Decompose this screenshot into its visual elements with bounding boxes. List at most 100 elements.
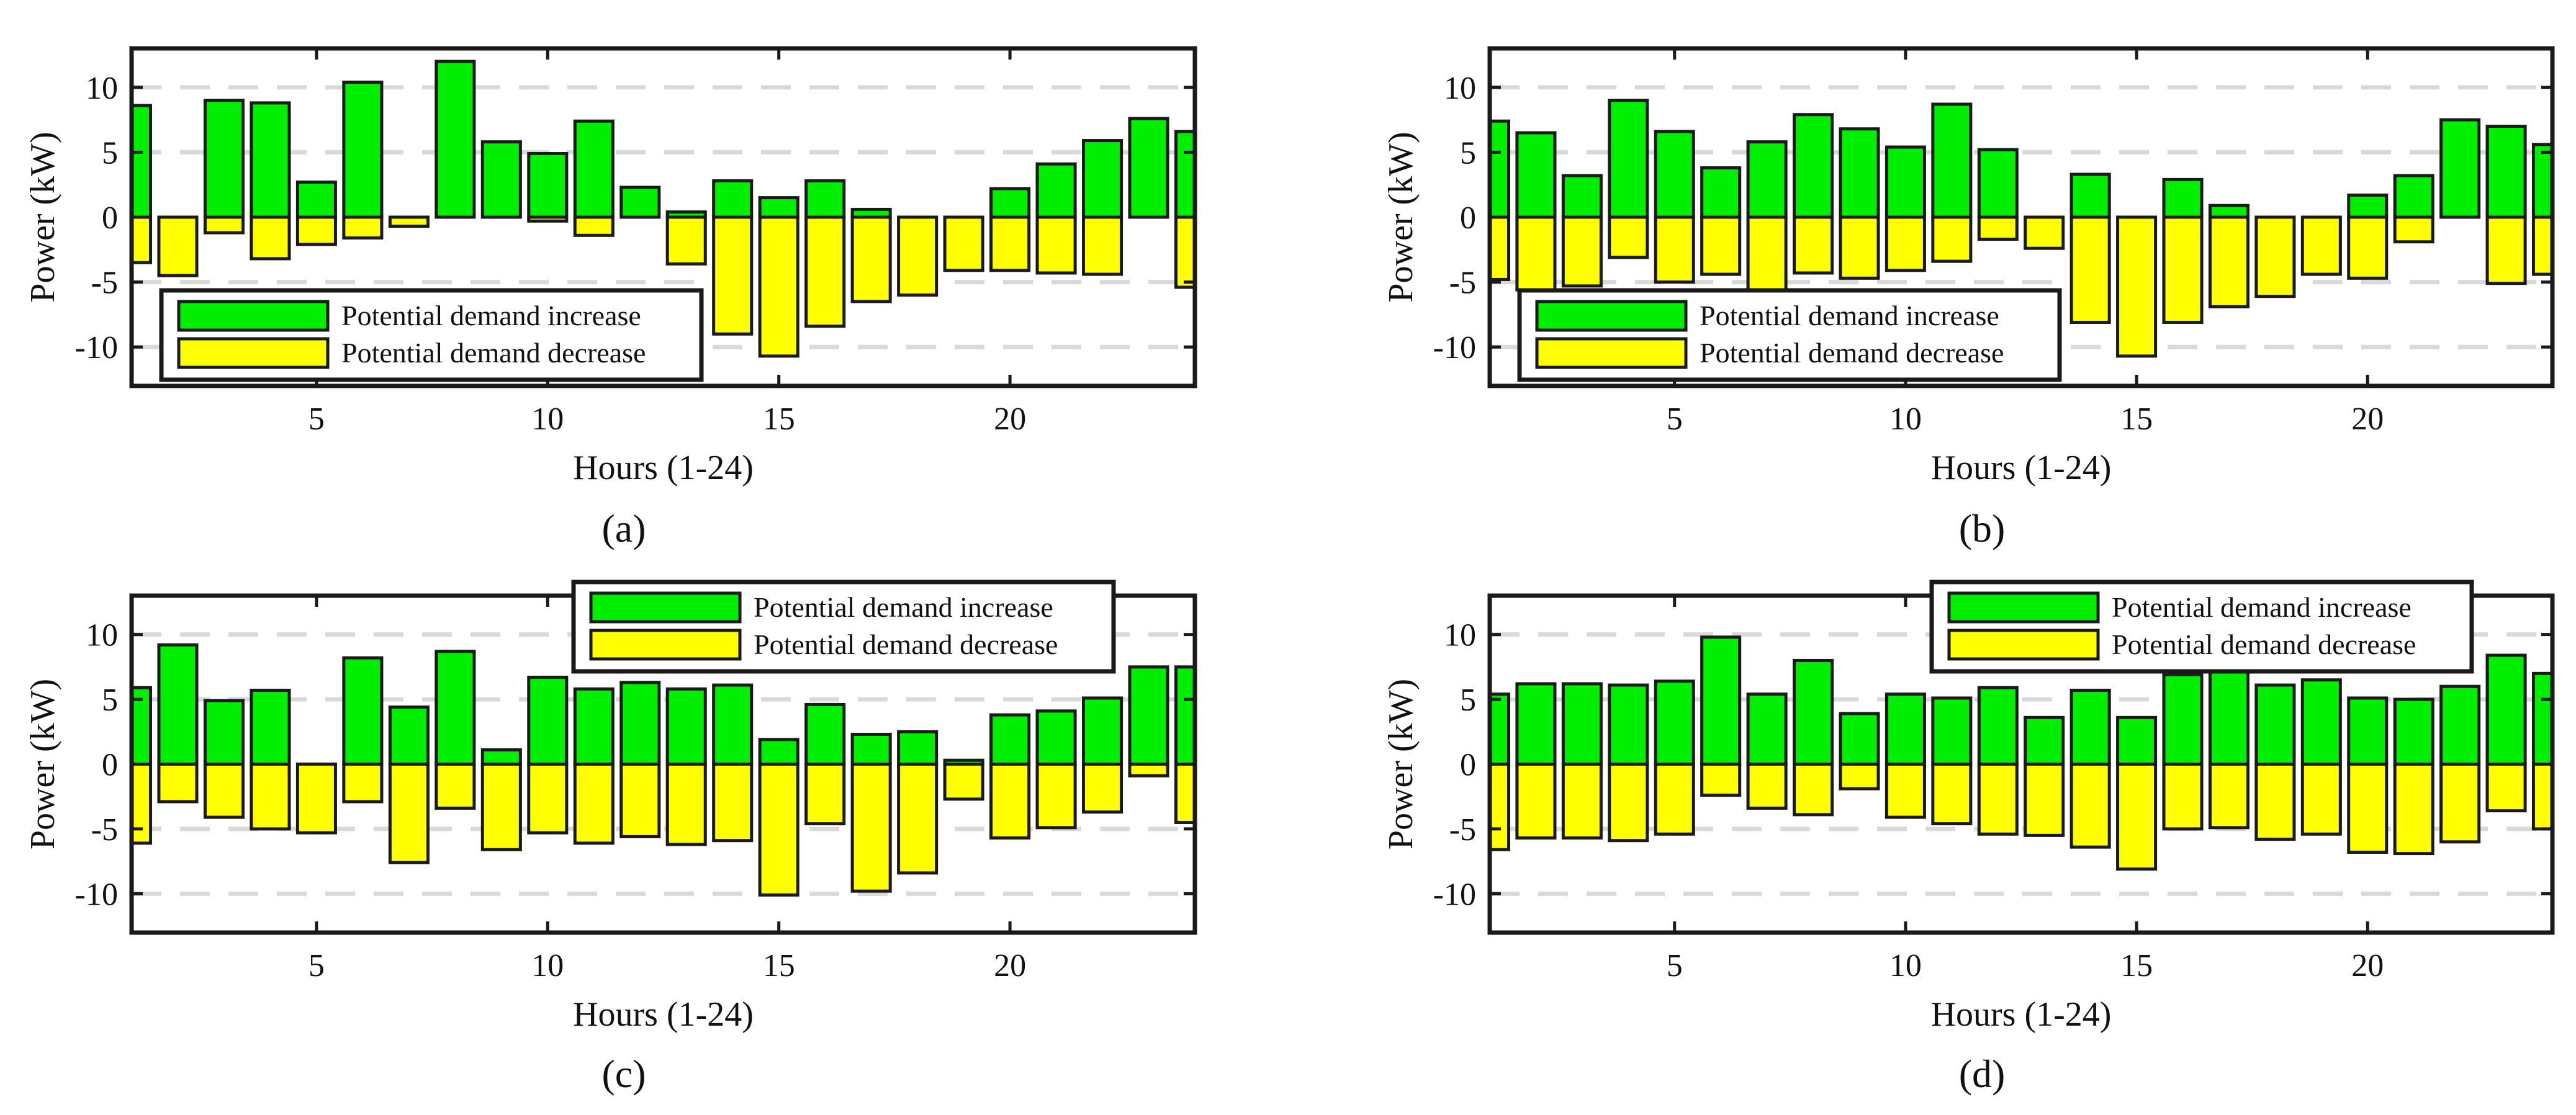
bar-increase-hour-4 [250, 101, 291, 219]
bar-increase-hour-9 [480, 140, 522, 219]
bar-increase-hour-16 [804, 179, 846, 219]
bar-decrease-hour-5 [295, 763, 337, 835]
bar-increase-hour-5 [1654, 130, 1695, 219]
chart-c: -10 -5 0 5 10 5 10 15 20 Hours (1-24) Power (kW) Po… [24, 580, 1197, 1096]
bar-decrease-hour-18 [897, 215, 939, 297]
bar-increase-hour-8 [435, 650, 476, 766]
bar-increase-hour-18 [897, 730, 939, 766]
bar-increase-hour-16 [2162, 177, 2204, 219]
bar-decrease-hour-3 [1561, 763, 1603, 840]
y-tick-label: -10 [1433, 877, 1476, 912]
bar-decrease-hour-10 [527, 763, 569, 835]
legend-label-increase: Potential demand increase [1700, 300, 1999, 331]
bar-increase-hour-8 [1793, 658, 1834, 766]
bar-decrease-hour-20 [989, 763, 1031, 840]
bar-increase-hour-11 [1931, 696, 1973, 766]
x-axis-label: Hours (1-24) [573, 995, 754, 1034]
legend-label-increase: Potential demand increase [2112, 591, 2412, 623]
bar-increase-hour-7 [388, 705, 430, 766]
bar-increase-hour-11 [573, 119, 615, 219]
bar-decrease-hour-20 [989, 215, 1031, 272]
bar-decrease-hour-23 [1128, 763, 1169, 777]
bar-decrease-hour-5 [295, 215, 337, 246]
bar-decrease-hour-2 [157, 215, 199, 277]
bar-decrease-hour-6 [342, 763, 384, 804]
bar-increase-hour-2 [1515, 682, 1557, 766]
bar-increase-hour-16 [804, 702, 846, 766]
bar-decrease-hour-18 [897, 763, 939, 875]
y-tick-label: -10 [1433, 330, 1476, 365]
x-tick-label: 10 [531, 948, 564, 983]
bars-b [1490, 99, 2552, 358]
bar-decrease-hour-11 [573, 763, 615, 845]
y-tick-label: 5 [102, 683, 118, 718]
legend-swatch-decrease [1947, 629, 2100, 661]
bar-decrease-hour-7 [1746, 215, 1788, 300]
bar-decrease-hour-1 [132, 215, 153, 264]
bar-increase-hour-10 [1885, 145, 1926, 219]
bar-decrease-hour-21 [1035, 215, 1077, 275]
legend-swatch-decrease [589, 629, 742, 661]
bar-decrease-hour-21 [2393, 215, 2434, 244]
bar-decrease-hour-7 [388, 763, 430, 864]
bars-d [1490, 635, 2552, 871]
bar-increase-hour-11 [1931, 102, 1973, 219]
bar-decrease-hour-16 [2162, 763, 2204, 831]
bar-decrease-hour-17 [2208, 763, 2249, 830]
bar-increase-hour-15 [758, 738, 799, 766]
bar-decrease-hour-22 [2439, 763, 2481, 844]
bar-increase-hour-4 [1608, 683, 1649, 766]
bar-decrease-hour-11 [573, 215, 615, 237]
bar-decrease-hour-13 [665, 215, 707, 266]
y-axis-label: Power (kW) [1382, 679, 1420, 849]
bar-decrease-hour-23 [2485, 763, 2527, 813]
y-tick-label: 5 [1460, 135, 1476, 171]
x-axis-label: Hours (1-24) [1931, 995, 2112, 1034]
legend-label-decrease: Potential demand decrease [754, 629, 1058, 660]
bar-decrease-hour-4 [1608, 763, 1649, 843]
bar-increase-hour-13 [2024, 715, 2065, 766]
bar-decrease-hour-23 [2485, 215, 2527, 285]
bar-decrease-hour-20 [2347, 215, 2389, 280]
bar-decrease-hour-17 [850, 763, 892, 893]
bar-increase-hour-3 [1561, 174, 1603, 219]
bar-decrease-hour-2 [1515, 763, 1557, 840]
bar-increase-hour-21 [1035, 709, 1077, 766]
legend-swatch-increase [1535, 300, 1688, 332]
bar-decrease-hour-3 [203, 763, 245, 819]
bar-decrease-hour-3 [1561, 215, 1603, 288]
bar-decrease-hour-1 [1490, 215, 1511, 281]
y-tick-label: -10 [75, 330, 118, 365]
bar-increase-hour-12 [1977, 686, 2019, 766]
bar-increase-hour-20 [2347, 696, 2389, 766]
bar-increase-hour-6 [342, 80, 384, 219]
legend-b: Potential demand increase Potential deman… [1517, 288, 2062, 382]
bar-increase-hour-21 [1035, 162, 1077, 219]
x-tick-label: 20 [2351, 401, 2384, 437]
bar-decrease-hour-14 [2069, 763, 2111, 849]
bar-decrease-hour-5 [1654, 215, 1695, 284]
bar-decrease-hour-6 [342, 215, 384, 240]
bar-increase-hour-12 [1977, 148, 2019, 219]
bar-increase-hour-15 [758, 196, 799, 219]
bar-decrease-hour-18 [2254, 763, 2296, 841]
bar-decrease-hour-13 [2024, 763, 2065, 837]
legend-swatch-increase [1947, 591, 2100, 624]
x-tick-label: 20 [994, 948, 1026, 983]
y-tick-label: 0 [102, 748, 118, 783]
bar-decrease-hour-7 [1746, 763, 1788, 810]
bar-decrease-hour-4 [1608, 215, 1649, 259]
legend-swatch-increase [177, 300, 330, 332]
bar-increase-hour-11 [573, 687, 615, 766]
x-axis-label: Hours (1-24) [573, 449, 754, 487]
bar-increase-hour-8 [435, 60, 476, 219]
subfigure-caption: (b) [1959, 506, 2006, 550]
bar-increase-hour-10 [1885, 692, 1926, 766]
bar-increase-hour-4 [1608, 99, 1649, 219]
x-tick-label: 10 [1889, 948, 1922, 983]
bar-decrease-hour-8 [435, 763, 476, 810]
y-tick-label: 10 [86, 618, 118, 653]
x-tick-label: 5 [1667, 948, 1683, 983]
bar-increase-hour-3 [203, 99, 245, 219]
chart-a: -10 -5 0 5 10 5 10 15 20 Hours (1-24) Power (kW) Po… [24, 46, 1197, 550]
